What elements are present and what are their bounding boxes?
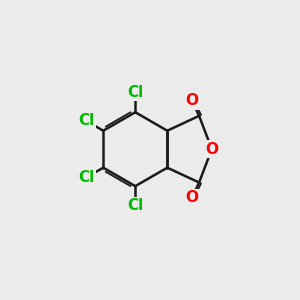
Text: Cl: Cl xyxy=(78,170,94,185)
Text: Cl: Cl xyxy=(78,113,94,128)
Text: O: O xyxy=(186,93,199,108)
Text: O: O xyxy=(205,142,218,157)
Text: Cl: Cl xyxy=(127,85,143,100)
Text: Cl: Cl xyxy=(127,198,143,213)
Text: O: O xyxy=(186,190,199,205)
